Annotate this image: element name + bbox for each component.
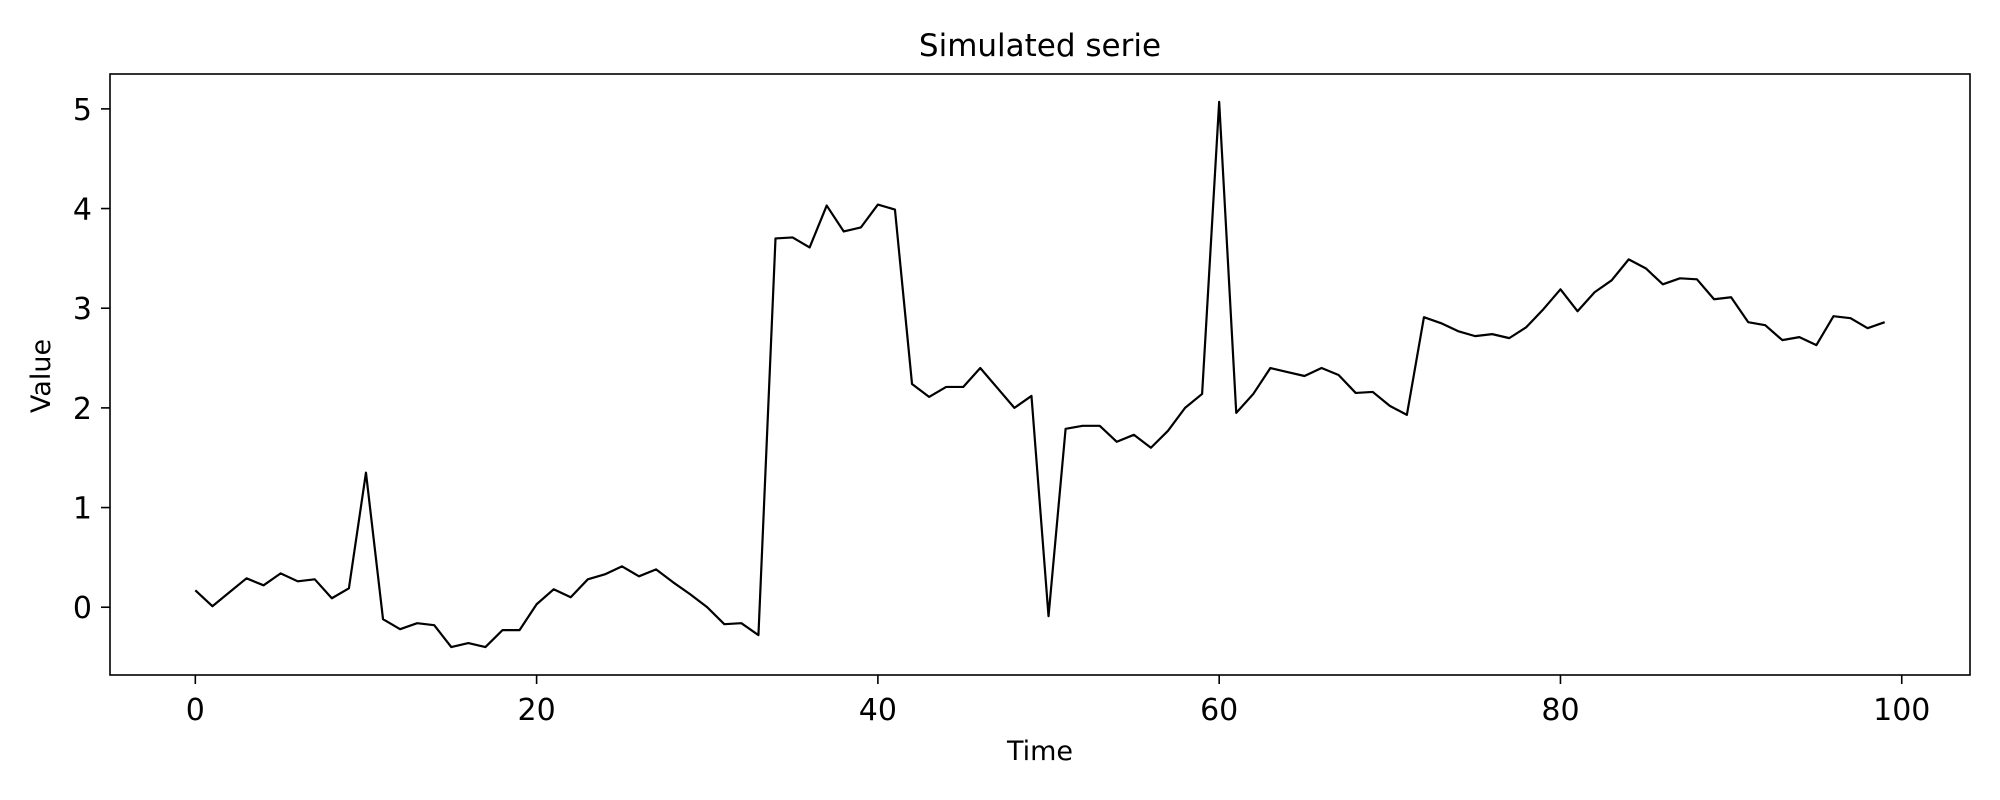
x-tick-label: 20: [518, 693, 556, 728]
x-tick-label: 100: [1873, 693, 1930, 728]
y-axis-label: Value: [26, 339, 57, 413]
y-tick-label: 1: [73, 492, 92, 527]
series-line: [194, 100, 1886, 649]
x-tick-label: 60: [1200, 693, 1238, 728]
x-tick-label: 80: [1541, 693, 1579, 728]
y-tick-label: 0: [73, 591, 92, 626]
plot-frame: [109, 73, 1971, 676]
x-axis-label: Time: [1006, 736, 1073, 767]
y-tick-label: 3: [73, 292, 92, 327]
chart-title: Simulated serie: [919, 28, 1161, 64]
y-axis: 0 1 2 3 4 5: [73, 93, 110, 626]
x-axis: 0 20 40 60 80 100: [186, 675, 1930, 728]
y-tick-label: 2: [73, 392, 92, 427]
x-tick-label: 40: [859, 693, 897, 728]
x-tick-label: 0: [186, 693, 205, 728]
y-tick-label: 5: [73, 93, 92, 128]
y-tick-label: 4: [73, 193, 92, 228]
